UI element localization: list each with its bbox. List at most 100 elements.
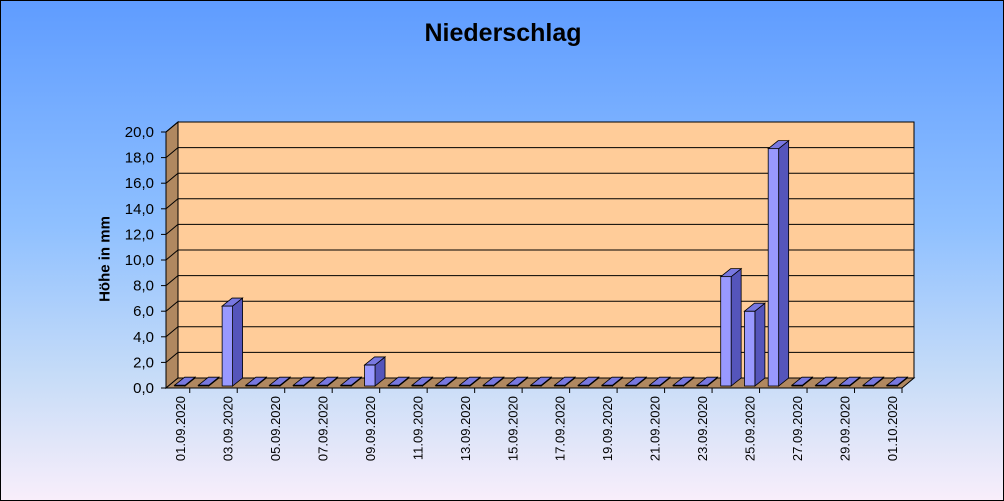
gridline [165,223,914,235]
x-tick-label: 13.09.2020 [458,396,473,461]
gridline [165,198,914,210]
gridline [165,351,914,363]
bar-top [339,376,363,386]
gridline [165,172,914,184]
bar-front [744,310,756,387]
bar-top [648,376,672,386]
bar-top [553,376,577,386]
bar-12.09.2020 [434,376,458,387]
y-tick-label: 18,0 [125,150,154,167]
bar-side [730,267,742,387]
gridline [165,249,914,261]
gridline [165,300,914,312]
bar-front [364,364,376,387]
bar-top [743,302,767,312]
bar-26.09.2020 [767,139,790,387]
bar-22.09.2020 [672,376,695,387]
bar-top [862,376,885,386]
y-tick-label: 6,0 [133,303,154,320]
bar-top [790,376,814,386]
y-tick-label: 4,0 [133,329,154,346]
x-tick-label: 11.09.2020 [410,396,425,460]
bar-side [754,302,766,387]
bar-21.09.2020 [648,376,672,387]
bar-top [434,376,458,386]
bar-front [767,148,780,387]
gridline [165,275,914,286]
bar-top [767,140,790,150]
bar-front [720,276,732,387]
bar-01.09.2020 [173,376,197,387]
y-tick-label: 8,0 [133,278,154,295]
bar-20.09.2020 [624,376,648,387]
bar-top [529,376,553,386]
bar-front [221,305,233,387]
x-tick-label: 07.09.2020 [315,396,330,461]
bar-05.09.2020 [268,376,292,387]
bar-15.09.2020 [505,376,529,387]
x-tick-label: 17.09.2020 [553,396,568,461]
bar-09.09.2020 [363,356,387,387]
x-tick-label: 15.09.2020 [505,396,520,461]
bar-08.09.2020 [339,376,363,387]
x-tick-label: 09.09.2020 [363,396,378,461]
bar-top [885,376,909,386]
bar-23.09.2020 [695,376,719,387]
bar-07.09.2020 [315,376,339,387]
bar-02.09.2020 [197,376,220,387]
y-tick-label: 0,0 [133,380,154,397]
bar-top [244,376,268,386]
bar-25.09.2020 [743,302,767,387]
bar-top [838,376,862,386]
bar-side [778,139,790,387]
bar-top [482,376,505,386]
x-tick-label: 05.09.2020 [268,396,283,461]
bar-top [505,376,529,386]
x-tick-label: 25.09.2020 [743,396,758,461]
bar-29.09.2020 [838,376,862,387]
y-tick-label: 20,0 [125,124,154,141]
bar-28.09.2020 [814,376,838,387]
y-tick-label: 10,0 [125,252,154,269]
x-tick-label: 27.09.2020 [790,396,805,461]
bar-04.09.2020 [244,376,268,387]
bar-24.09.2020 [719,267,743,387]
bar-top [814,376,838,386]
bar-30.09.2020 [862,376,885,387]
bar-top [695,376,719,386]
gridline [165,326,914,338]
y-tick-label: 14,0 [125,201,154,218]
bar-top [458,376,482,386]
gridline [165,121,914,133]
x-tick-label: 03.09.2020 [220,396,235,461]
bar-16.09.2020 [529,376,553,387]
bar-19.09.2020 [600,376,624,387]
bar-top [173,376,197,386]
x-tick-label: 23.09.2020 [695,396,710,461]
bar-top [315,376,339,386]
bar-top [577,376,600,386]
bar-top [268,376,292,386]
x-tick-label: 01.10.2020 [885,396,900,461]
bar-side [232,297,243,387]
bar-13.09.2020 [458,376,482,387]
chart-title: Niederschlag [424,19,582,47]
bar-top [387,376,410,386]
y-tick-label: 12,0 [125,226,154,243]
x-tick-label: 29.09.2020 [838,396,853,461]
bar-06.09.2020 [292,376,315,387]
y-tick-label: 16,0 [125,175,154,192]
bar-top [220,297,244,307]
bar-01.10.2020 [885,376,909,387]
bar-11.09.2020 [410,376,434,387]
gridline [165,147,914,158]
bar-top [672,376,695,386]
bar-top [624,376,648,386]
bar-27.09.2020 [790,376,814,387]
bar-03.09.2020 [220,297,244,387]
bar-17.09.2020 [553,376,577,387]
bar-14.09.2020 [482,376,505,387]
bar-top [600,376,624,386]
x-tick-label: 21.09.2020 [648,396,663,461]
